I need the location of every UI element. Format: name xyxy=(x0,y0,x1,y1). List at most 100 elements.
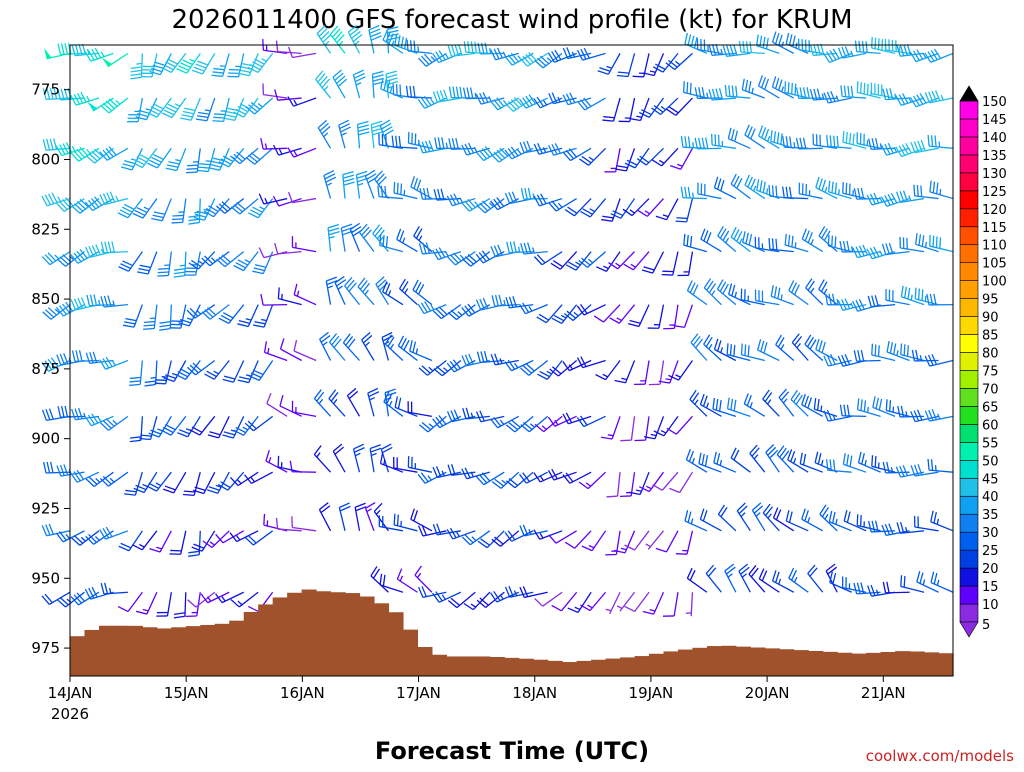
terrain-column xyxy=(504,658,519,676)
y-tick-label: 975 xyxy=(31,639,60,657)
colorbar-label: 105 xyxy=(982,257,1007,272)
terrain-column xyxy=(244,612,259,676)
colorbar-swatch xyxy=(960,442,978,460)
terrain-column xyxy=(388,612,403,676)
y-tick-label: 775 xyxy=(31,81,60,99)
terrain-column xyxy=(229,621,244,676)
terrain-column xyxy=(837,653,852,676)
terrain-column xyxy=(533,660,548,676)
terrain-column xyxy=(316,591,331,676)
terrain-column xyxy=(591,660,606,676)
colorbar-label: 80 xyxy=(982,347,999,362)
colorbar-swatch xyxy=(960,424,978,442)
terrain-column xyxy=(519,659,534,676)
colorbar-swatch xyxy=(960,370,978,388)
terrain-column xyxy=(577,661,592,676)
terrain-column xyxy=(432,655,447,676)
colorbar-label: 50 xyxy=(982,454,999,469)
y-tick-label: 925 xyxy=(31,499,60,517)
colorbar-swatch xyxy=(960,532,978,550)
colorbar-swatch xyxy=(960,353,978,371)
terrain-column xyxy=(171,627,186,676)
terrain-column xyxy=(895,651,910,676)
colorbar-swatch xyxy=(960,317,978,335)
wind-barb xyxy=(42,524,70,536)
colorbar-label: 115 xyxy=(982,221,1007,236)
y-tick-label: 825 xyxy=(31,220,60,238)
colorbar-swatch xyxy=(960,209,978,227)
terrain-column xyxy=(142,627,157,676)
terrain-column xyxy=(707,646,722,676)
terrain-column xyxy=(779,649,794,676)
colorbar-swatch xyxy=(960,119,978,137)
x-tick-label: 20JAN xyxy=(745,684,790,702)
colorbar-swatch xyxy=(960,586,978,604)
terrain-column xyxy=(881,652,896,676)
colorbar-swatch xyxy=(960,227,978,245)
terrain-column xyxy=(924,652,939,676)
colorbar-label: 85 xyxy=(982,329,999,344)
colorbar-label: 60 xyxy=(982,418,999,433)
colorbar-label: 5 xyxy=(982,618,990,633)
terrain-column xyxy=(620,657,635,676)
colorbar-label: 30 xyxy=(982,526,999,541)
colorbar-over-arrow xyxy=(960,86,978,101)
colorbar-swatch xyxy=(960,281,978,299)
colorbar-swatch xyxy=(960,514,978,532)
terrain-column xyxy=(910,651,925,676)
colorbar-label: 35 xyxy=(982,508,999,523)
terrain-column xyxy=(750,648,765,676)
terrain-column xyxy=(939,653,954,676)
colorbar-swatch xyxy=(960,299,978,317)
terrain-column xyxy=(649,654,664,676)
terrain-column xyxy=(273,597,288,676)
x-tick-label: 15JAN xyxy=(164,684,209,702)
terrain-column xyxy=(360,597,375,676)
terrain-column xyxy=(635,656,650,676)
colorbar-label: 20 xyxy=(982,562,999,577)
colorbar: 5101520253035404550556065707580859095100… xyxy=(960,86,1007,637)
terrain-column xyxy=(70,636,85,676)
colorbar-swatch xyxy=(960,568,978,586)
terrain-column xyxy=(403,630,418,676)
terrain-column xyxy=(794,650,809,676)
credit-text: coolwx.com/models xyxy=(866,747,1014,765)
terrain-column xyxy=(302,590,317,676)
chart-title: 2026011400 GFS forecast wind profile (kt… xyxy=(171,5,852,35)
terrain-column xyxy=(331,592,346,676)
terrain-column xyxy=(692,648,707,676)
colorbar-label: 70 xyxy=(982,382,999,397)
terrain-column xyxy=(461,656,476,676)
y-tick-label: 950 xyxy=(31,569,60,587)
y-tick-label: 900 xyxy=(31,430,60,448)
terrain-column xyxy=(157,628,172,676)
colorbar-swatch xyxy=(960,155,978,173)
terrain-column xyxy=(606,659,621,676)
colorbar-label: 120 xyxy=(982,203,1007,218)
terrain-column xyxy=(287,593,302,676)
terrain-column xyxy=(678,650,693,676)
colorbar-label: 40 xyxy=(982,490,999,505)
colorbar-label: 100 xyxy=(982,275,1007,290)
terrain-column xyxy=(808,651,823,676)
colorbar-label: 55 xyxy=(982,436,999,451)
terrain-column xyxy=(765,648,780,676)
colorbar-label: 65 xyxy=(982,400,999,415)
terrain-column xyxy=(736,647,751,676)
terrain-column xyxy=(258,604,273,676)
colorbar-under-arrow xyxy=(960,622,978,637)
terrain-column xyxy=(200,625,215,676)
colorbar-swatch xyxy=(960,335,978,353)
y-tick-label: 800 xyxy=(31,150,60,168)
terrain-column xyxy=(562,662,577,676)
colorbar-label: 25 xyxy=(982,544,999,559)
x-year-label: 2026 xyxy=(51,705,89,723)
x-tick-label: 19JAN xyxy=(629,684,674,702)
colorbar-label: 125 xyxy=(982,185,1007,200)
colorbar-label: 90 xyxy=(982,311,999,326)
colorbar-label: 150 xyxy=(982,95,1007,110)
colorbar-swatch xyxy=(960,478,978,496)
